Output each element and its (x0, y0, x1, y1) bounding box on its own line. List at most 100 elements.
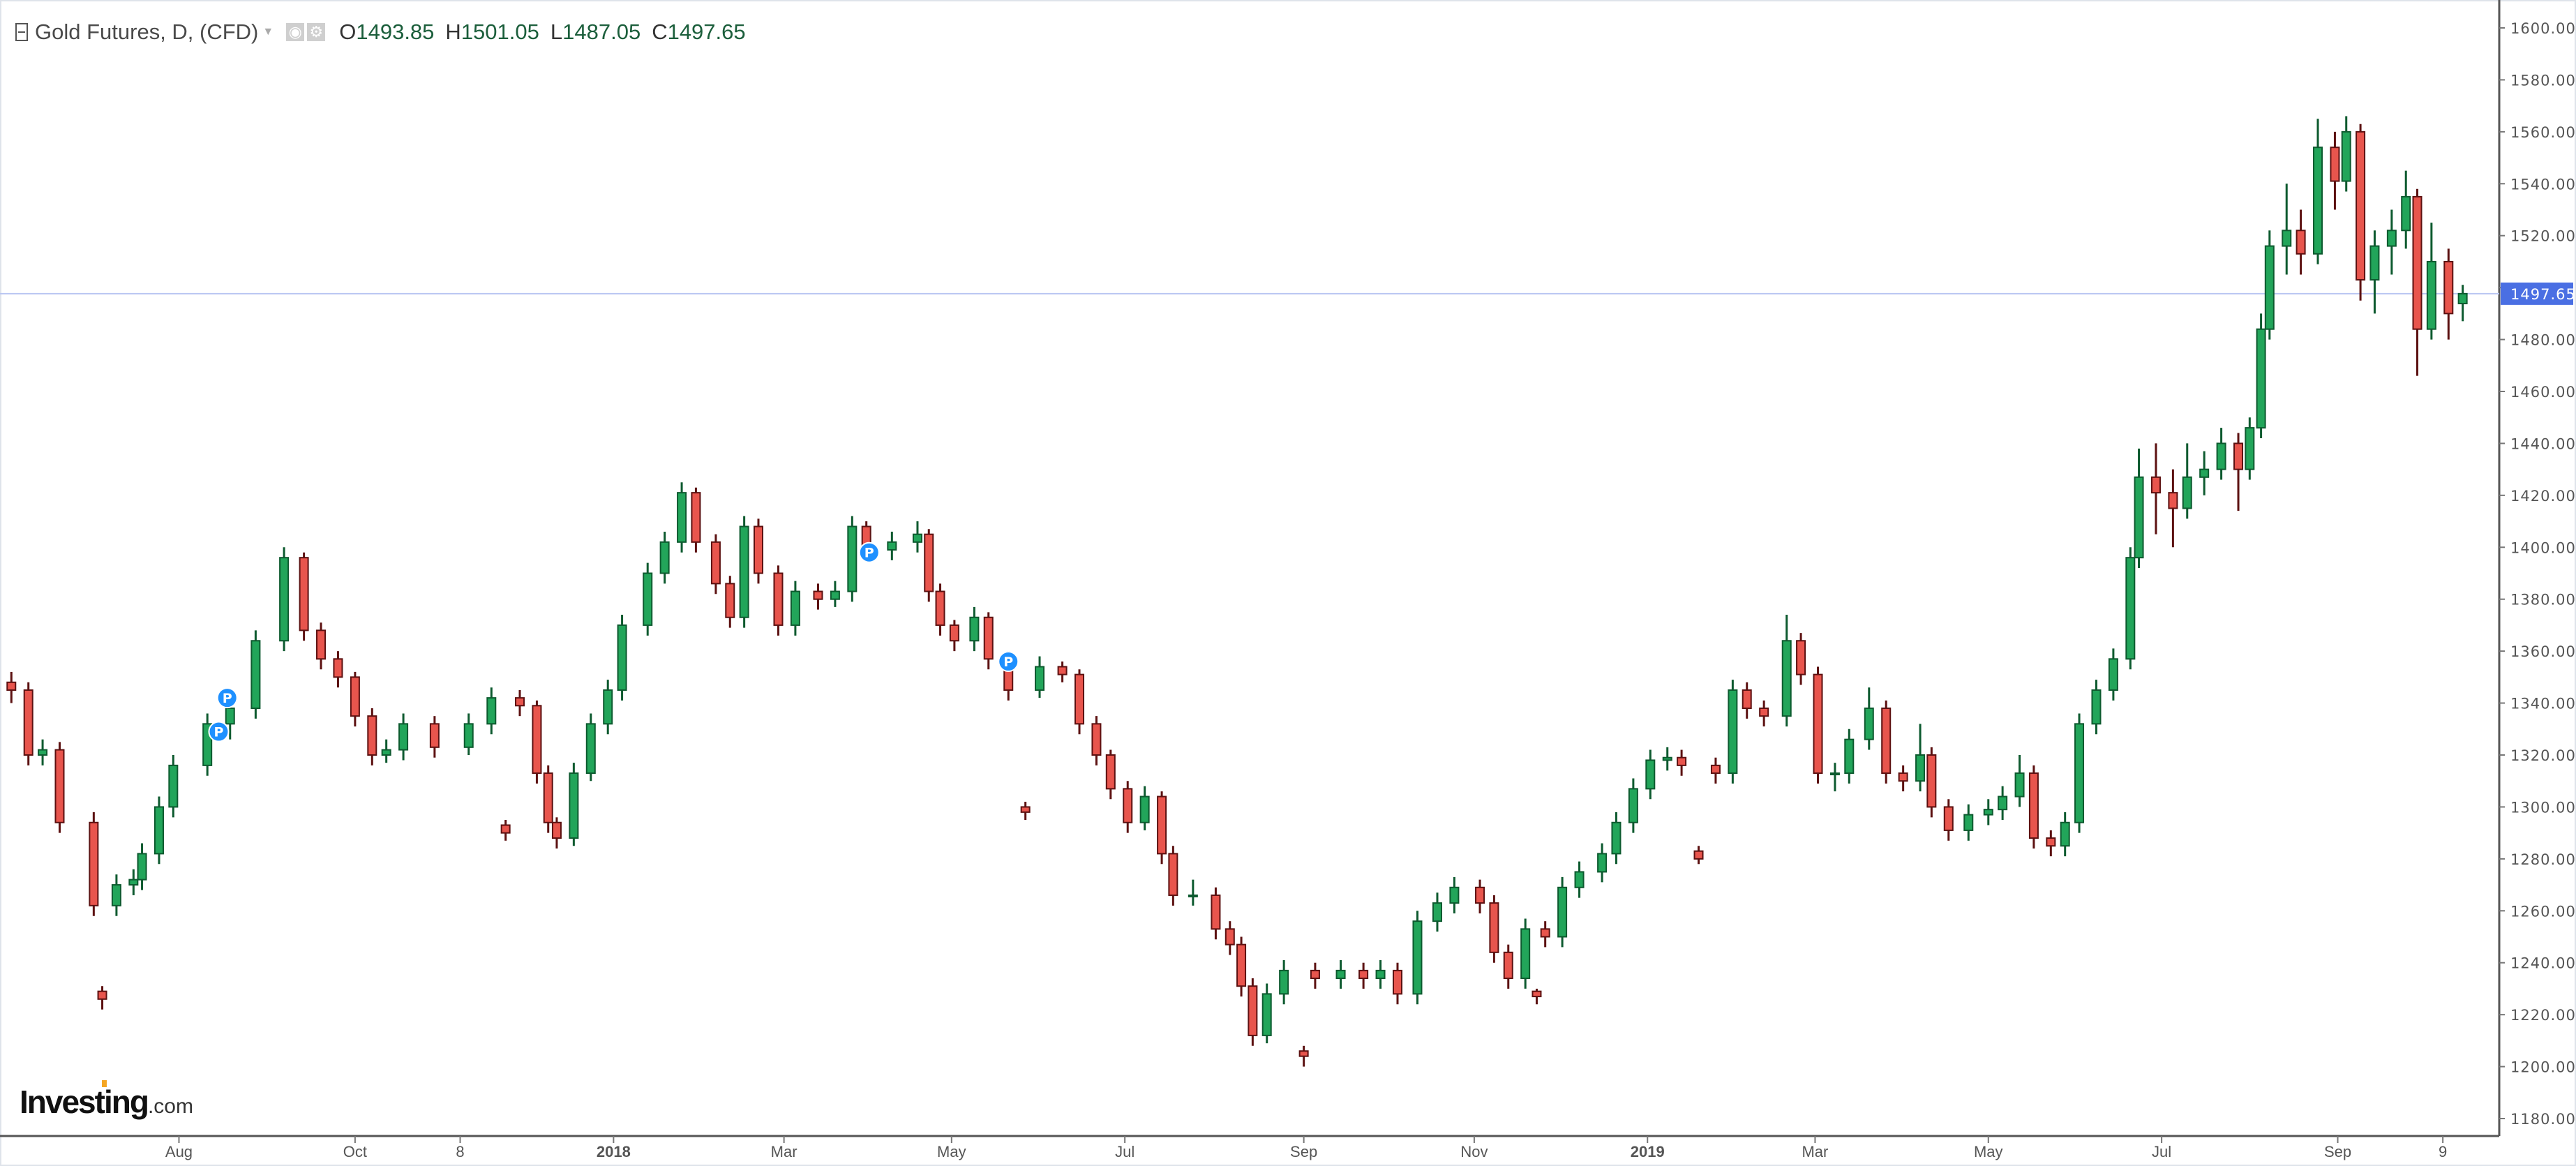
candle (54, 742, 65, 833)
candle (2074, 713, 2085, 833)
candle-body (1983, 809, 1993, 816)
candle (1844, 728, 1855, 784)
candle-body (6, 681, 17, 691)
candle-body (949, 624, 959, 642)
y-tick-label: 1520.00 (2510, 228, 2576, 245)
candle-body (551, 821, 562, 839)
collapse-icon[interactable] (15, 23, 28, 41)
x-tick-label: 9 (2439, 1143, 2447, 1160)
candle-body (969, 616, 980, 642)
candle (6, 671, 17, 703)
candle (1864, 687, 1874, 750)
candle (1358, 962, 1369, 989)
candle-body (111, 884, 121, 906)
candle (279, 547, 290, 652)
candle-body (2134, 476, 2144, 559)
candle (753, 518, 763, 584)
dividend-marker[interactable]: P (208, 721, 230, 742)
candle-body (1759, 708, 1769, 717)
candle (1236, 936, 1247, 997)
candle-body (1710, 764, 1721, 775)
candle (1139, 786, 1150, 830)
candle (551, 817, 562, 849)
candle (813, 583, 823, 610)
gear-icon[interactable]: ⚙ (307, 23, 326, 41)
candle-body (617, 624, 627, 691)
candle (773, 565, 784, 636)
candle (935, 583, 945, 636)
marker-circle (216, 687, 238, 709)
candle-body (2443, 260, 2454, 315)
candle (398, 713, 409, 761)
candle-body (1829, 772, 1840, 776)
candle-body (1926, 754, 1937, 808)
y-tick-label: 1320.00 (2510, 747, 2576, 764)
dividend-marker[interactable]: P (858, 541, 880, 563)
candle-body (1844, 738, 1855, 775)
candle (1375, 959, 1386, 989)
candle (1710, 757, 1721, 784)
visibility-icon[interactable]: ◉ (286, 23, 305, 41)
candle (128, 869, 139, 895)
candle-body (350, 676, 360, 717)
dividend-marker[interactable]: P (216, 687, 238, 709)
candle (1105, 749, 1116, 800)
candle-body (532, 705, 542, 775)
marker-circle (208, 721, 230, 742)
candle (1998, 786, 2008, 821)
candle-body (1432, 902, 1442, 922)
candle-body (739, 525, 749, 618)
candle (2028, 765, 2039, 849)
candle (316, 622, 327, 670)
candle-body (137, 853, 147, 881)
candle-body (2412, 195, 2423, 330)
candle (1168, 846, 1178, 906)
x-tick-label: Jul (2152, 1143, 2171, 1160)
candle-body (97, 990, 107, 1000)
x-tick-label: 2019 (1631, 1143, 1665, 1160)
candle (1248, 978, 1258, 1046)
x-tick-label: 2018 (597, 1143, 631, 1160)
candle-body (2426, 260, 2436, 330)
candle (1963, 804, 1974, 841)
x-tick-label: Nov (1460, 1143, 1488, 1160)
candle (1520, 918, 1531, 989)
candle (2296, 209, 2306, 275)
marker-circle (998, 651, 1019, 673)
candle-body (1020, 806, 1031, 813)
candle-body (1597, 853, 1608, 873)
candle (1796, 633, 1806, 685)
candle (381, 739, 391, 763)
y-tick-label: 1200.00 (2510, 1059, 2576, 1076)
candle (569, 763, 579, 846)
candle (1677, 749, 1687, 776)
candle (1489, 895, 1499, 963)
dropdown-caret-icon[interactable]: ▼ (262, 26, 274, 38)
candle-body (381, 749, 391, 756)
candle-body (1898, 772, 1908, 782)
candle (429, 716, 440, 758)
candle (2457, 285, 2468, 322)
candle-body (2457, 292, 2468, 305)
candle (168, 755, 179, 818)
candle (2412, 188, 2423, 376)
candle (1597, 843, 1608, 883)
candle-body (2168, 492, 2178, 509)
candle-body (515, 697, 525, 707)
candle (1335, 959, 1346, 989)
candle-body (1540, 928, 1550, 938)
candle (2330, 131, 2340, 210)
candle-body (2245, 427, 2255, 470)
candle-body (225, 708, 235, 725)
candle (887, 531, 897, 560)
candle (1829, 763, 1840, 792)
candle-body (790, 590, 800, 626)
candle-body (1236, 943, 1247, 987)
candle-body (153, 806, 164, 855)
candle (1742, 682, 1752, 719)
candle (1035, 656, 1045, 698)
dividend-marker[interactable]: P (998, 651, 1019, 673)
candle-body (1742, 689, 1752, 710)
candle (2233, 433, 2244, 511)
